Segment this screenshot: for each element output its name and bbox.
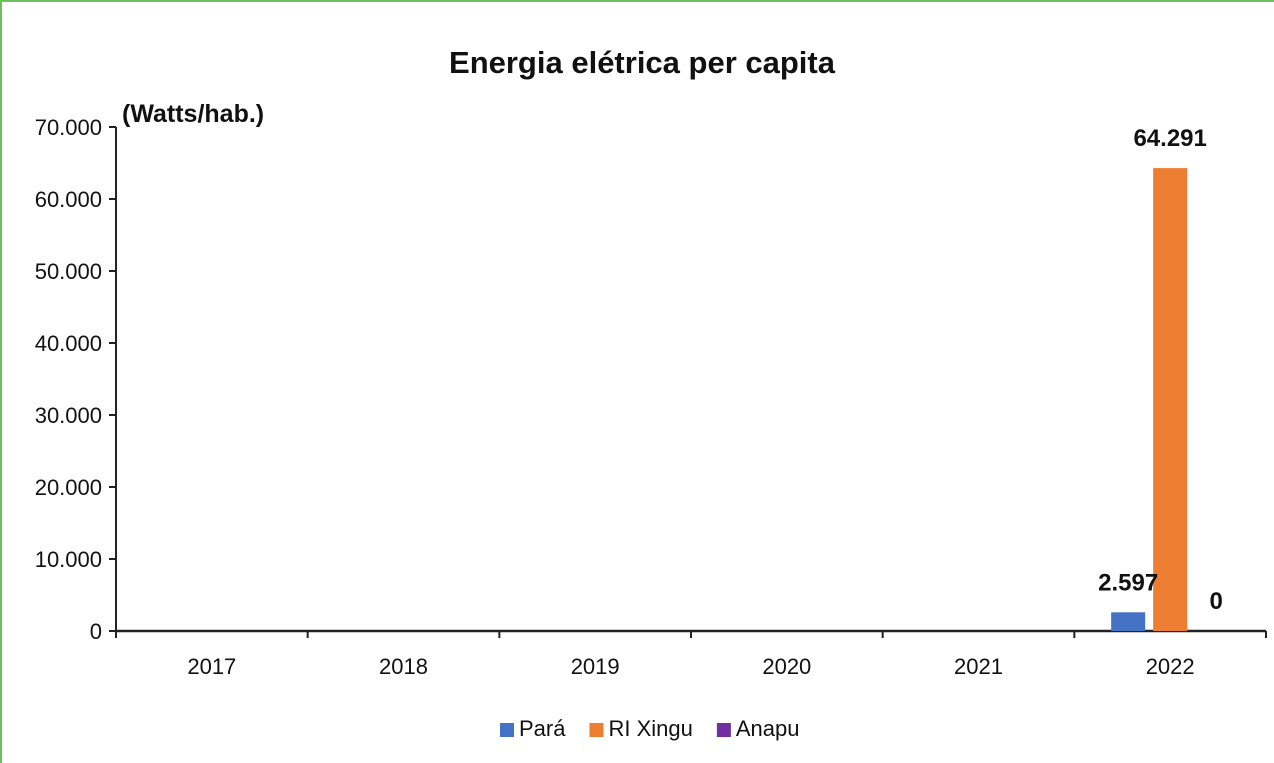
- legend-swatch: [716, 723, 731, 737]
- x-tick-label: 2017: [187, 654, 236, 679]
- x-tick-label: 2019: [571, 654, 620, 679]
- legend-label: Anapu: [736, 716, 800, 741]
- y-tick-label: 0: [90, 619, 102, 644]
- x-axis: 2017 2018 2019 2020 2021 2022: [115, 629, 1267, 679]
- y-tick-label: 40.000: [35, 331, 102, 356]
- bars-group: [1111, 168, 1188, 631]
- x-tick-label: 2021: [954, 654, 1003, 679]
- bar-ri-xingu-2022: [1153, 168, 1188, 631]
- legend-swatch: [500, 723, 514, 737]
- legend-label: Pará: [519, 716, 566, 741]
- y-tick-label: 70.000: [35, 115, 102, 140]
- legend: Pará RI Xingu Anapu: [500, 716, 800, 741]
- x-tick-label: 2020: [762, 654, 811, 679]
- y-tick-label: 10.000: [35, 547, 102, 572]
- legend-label: RI Xingu: [608, 716, 692, 741]
- legend-swatch: [589, 723, 604, 737]
- y-tick-label: 20.000: [35, 475, 102, 500]
- chart-title: Energia elétrica per capita: [449, 45, 836, 80]
- data-label: 2.597: [1098, 569, 1158, 596]
- y-axis: 0 10.000 20.000 30.000 40.000 50.000 60.000 70.…: [35, 115, 117, 644]
- y-unit-label: (Watts/hab.): [122, 100, 264, 128]
- y-tick-label: 60.000: [35, 187, 102, 212]
- y-tick-label: 50.000: [35, 259, 102, 284]
- data-label: 64.291: [1133, 125, 1206, 152]
- x-tick-label: 2018: [379, 654, 428, 679]
- y-tick-label: 30.000: [35, 403, 102, 428]
- data-label: 0: [1209, 588, 1222, 615]
- x-tick-label: 2022: [1146, 654, 1195, 679]
- bar-pará-2022: [1111, 612, 1146, 631]
- data-labels-group: 2.597 64.291 0: [1098, 125, 1223, 615]
